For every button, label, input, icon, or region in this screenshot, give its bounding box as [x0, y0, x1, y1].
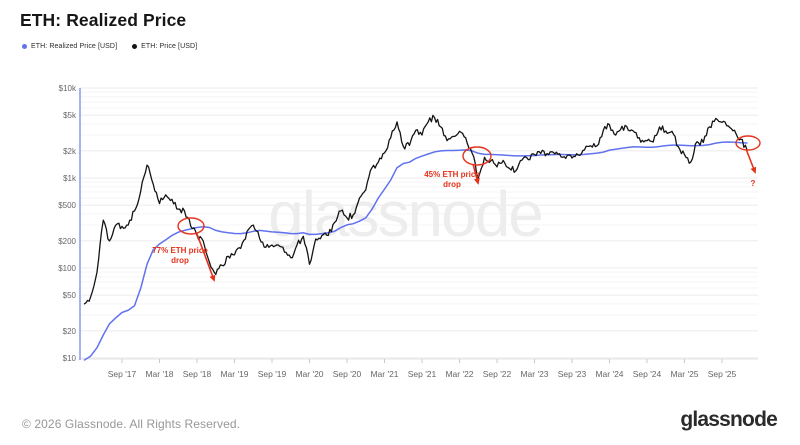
y-tick-label: $1k	[63, 174, 77, 183]
x-tick-label: Mar '22	[445, 369, 473, 379]
x-tick-label: Sep '20	[333, 369, 362, 379]
legend-dot-blue-icon	[22, 44, 27, 49]
footer-copyright: © 2026 Glassnode. All Rights Reserved.	[22, 417, 241, 431]
annotation-label: 77% ETH price	[152, 246, 208, 255]
chart-title: ETH: Realized Price	[20, 10, 187, 30]
annotation-ellipse	[735, 135, 761, 151]
annotation-ellipse	[177, 217, 205, 235]
x-tick-label: Sep '23	[558, 369, 587, 379]
price-line	[83, 114, 748, 305]
y-tick-label: $50	[63, 291, 77, 300]
glassnode-logo: glassnode	[680, 408, 777, 431]
annotation-arrowhead	[209, 274, 216, 282]
x-tick-label: Sep '18	[183, 369, 212, 379]
annotation-label: drop	[443, 180, 461, 189]
x-tick-label: Mar '21	[370, 369, 398, 379]
x-tick-label: Mar '24	[595, 369, 623, 379]
y-tick-label: $5k	[63, 111, 77, 120]
x-tick-label: Sep '22	[483, 369, 512, 379]
chart-legend: ETH: Realized Price [USD] ETH: Price [US…	[22, 43, 197, 50]
y-tick-label: $200	[58, 237, 76, 246]
y-tick-label: $500	[58, 201, 76, 210]
x-tick-label: Sep '21	[408, 369, 437, 379]
legend-item-realized-price[interactable]: ETH: Realized Price [USD]	[22, 43, 117, 50]
x-tick-label: Mar '18	[145, 369, 173, 379]
annotation-label: drop	[171, 256, 189, 265]
y-tick-label: $10	[63, 354, 77, 363]
y-tick-label: $10k	[59, 84, 77, 93]
x-tick-label: Mar '20	[295, 369, 323, 379]
x-tick-label: Mar '25	[670, 369, 698, 379]
annotation-label: ?	[751, 179, 756, 188]
x-tick-label: Mar '19	[220, 369, 248, 379]
x-tick-label: Sep '19	[258, 369, 287, 379]
legend-item-price[interactable]: ETH: Price [USD]	[132, 43, 197, 50]
x-tick-label: Sep '24	[633, 369, 662, 379]
x-tick-label: Sep '17	[108, 369, 137, 379]
legend-dot-black-icon	[132, 44, 138, 49]
annotation-ellipse	[462, 146, 492, 166]
y-tick-label: $2k	[63, 147, 77, 156]
y-tick-label: $20	[63, 327, 77, 336]
legend-label-price: ETH: Price [USD]	[141, 43, 198, 50]
watermark-text: glassnode	[268, 178, 542, 250]
annotation-arrowhead	[750, 166, 757, 174]
realized-price-line	[83, 141, 748, 361]
x-tick-label: Mar '23	[520, 369, 548, 379]
x-tick-label: Sep '25	[708, 369, 737, 379]
annotation-arrowhead	[473, 177, 480, 185]
annotation-label: 45% ETH price	[424, 170, 480, 179]
legend-label-realized-price: ETH: Realized Price [USD]	[31, 43, 118, 50]
y-tick-label: $100	[58, 264, 76, 273]
annotation-arrow	[196, 233, 215, 281]
